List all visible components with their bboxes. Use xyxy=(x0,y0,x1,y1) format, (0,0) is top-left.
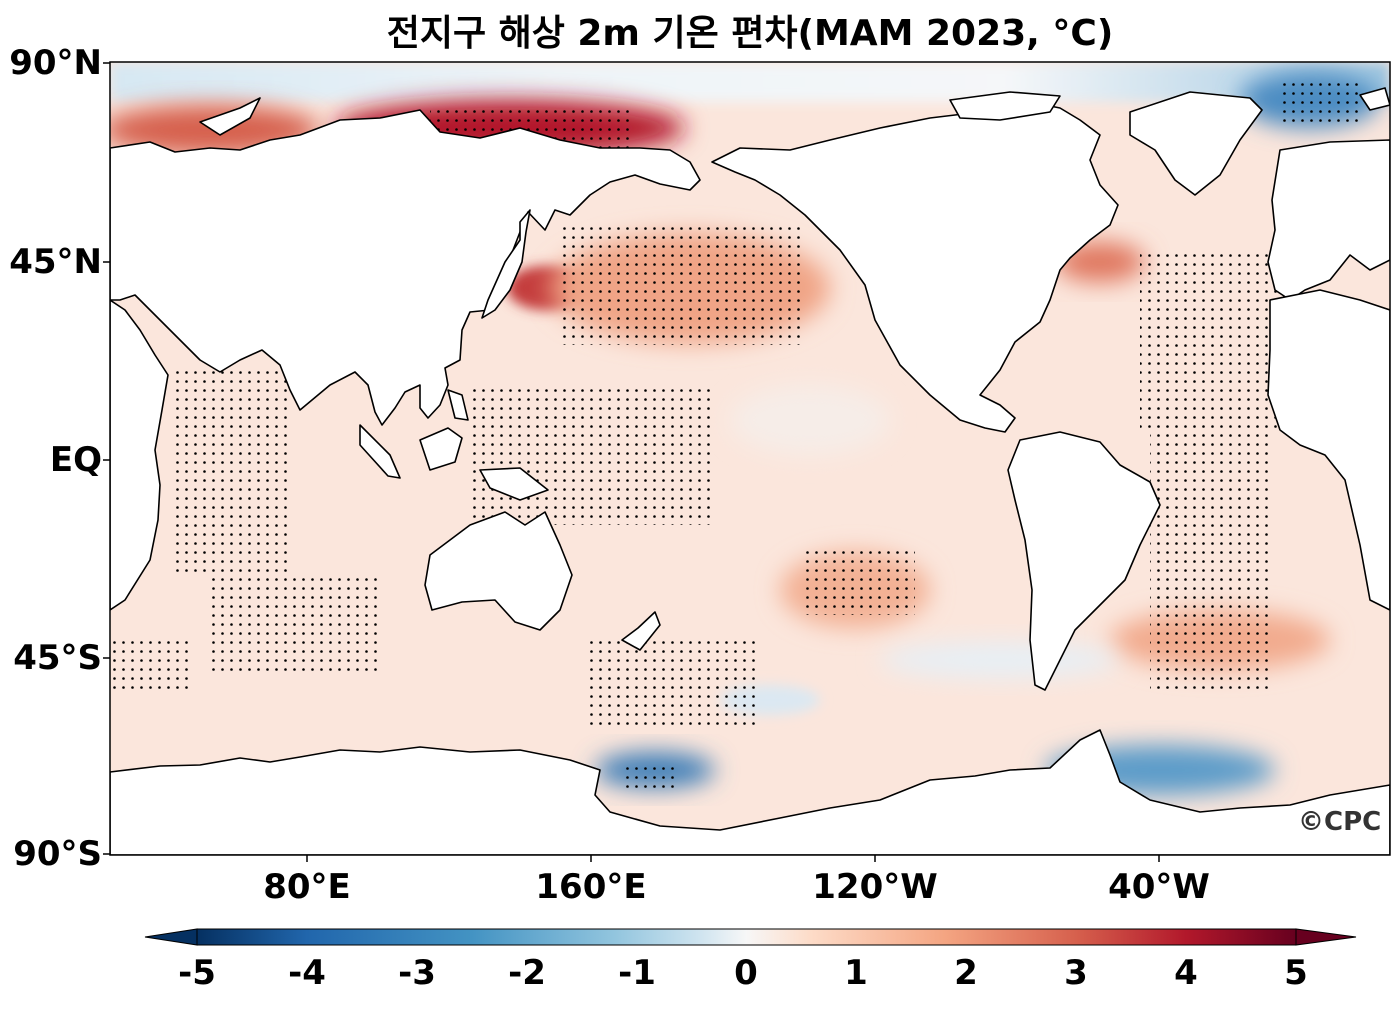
colorbar-tick-label: 3 xyxy=(1064,953,1088,993)
land-greenland xyxy=(1129,91,1263,196)
cool-anomaly-southeast-pacific xyxy=(880,642,1120,678)
colorbar-tick-label: -1 xyxy=(618,953,656,993)
arctic-band xyxy=(110,62,1390,102)
land-new-zealand xyxy=(621,611,661,651)
significance-stipple xyxy=(113,78,1360,790)
land-africa-east xyxy=(110,299,169,611)
colorbar-tick-label: 1 xyxy=(844,953,868,993)
land-south-america xyxy=(1007,431,1161,691)
land-svalbard xyxy=(1359,87,1390,111)
land-mass xyxy=(110,87,1390,855)
cpc-credit-logo: ©CPC xyxy=(1298,807,1382,837)
lat-ticks xyxy=(103,62,110,855)
land-australia xyxy=(424,511,573,631)
colorbar-tick-label: -5 xyxy=(178,953,216,993)
lat-label-45n: 45°N xyxy=(9,242,102,282)
lat-label-90s: 90°S xyxy=(13,834,102,874)
land-africa-west xyxy=(1267,289,1390,611)
colorbar-tick-label: 2 xyxy=(954,953,978,993)
land-antarctica xyxy=(110,729,1390,855)
land-new-guinea xyxy=(479,467,549,501)
land-philippines xyxy=(447,389,469,421)
lon-label-80e: 80°E xyxy=(263,867,351,907)
land-japan xyxy=(481,209,531,319)
lon-label-160e: 160°E xyxy=(535,867,647,907)
colorbar-scale xyxy=(196,928,1297,946)
stipple-south-atlantic xyxy=(1150,430,1270,690)
colorbar-tick-label: 0 xyxy=(734,953,758,993)
colorbar xyxy=(144,928,1357,946)
map-title: 전지구 해상 2m 기온 편차(MAM 2023, °C) xyxy=(386,13,1114,54)
neutral-eastern-pacific xyxy=(730,385,890,455)
stipple-south-indian-edge xyxy=(113,640,193,690)
lon-label-120w: 120°W xyxy=(812,867,938,907)
colorbar-tick-label: 4 xyxy=(1174,953,1198,993)
map-frame xyxy=(109,61,1391,856)
lon-label-40w: 40°W xyxy=(1108,867,1210,907)
land-europe xyxy=(1267,139,1390,301)
colorbar-tick-label: 5 xyxy=(1284,953,1308,993)
stipple-west-pacific xyxy=(470,385,710,525)
land-arctic-archipelago xyxy=(949,91,1061,121)
stipple-indian-west xyxy=(170,366,290,576)
colorbar-extend-low xyxy=(144,928,198,946)
land-borneo xyxy=(419,427,463,471)
stipple-tasman xyxy=(590,640,755,725)
lat-label-90n: 90°N xyxy=(9,43,102,83)
stipple-baffin xyxy=(1280,78,1360,128)
lon-ticks xyxy=(306,855,1160,862)
stipple-north-pacific xyxy=(560,225,800,345)
colorbar-tick-label: -3 xyxy=(398,953,436,993)
colorbar-extend-high xyxy=(1295,928,1357,946)
colorbar-tick-label: -2 xyxy=(508,953,546,993)
stipple-indian-south xyxy=(210,576,380,676)
lat-label-45s: 45°S xyxy=(13,638,102,678)
lat-label-eq: EQ xyxy=(49,440,102,480)
land-sumatra xyxy=(359,424,401,479)
stipple-ross-sea xyxy=(620,765,680,790)
stipple-south-pacific xyxy=(800,545,915,615)
stipple-north-atlantic xyxy=(1140,250,1290,430)
colorbar-tick-label: -4 xyxy=(288,953,326,993)
land-novaya-zemlya xyxy=(199,97,261,136)
